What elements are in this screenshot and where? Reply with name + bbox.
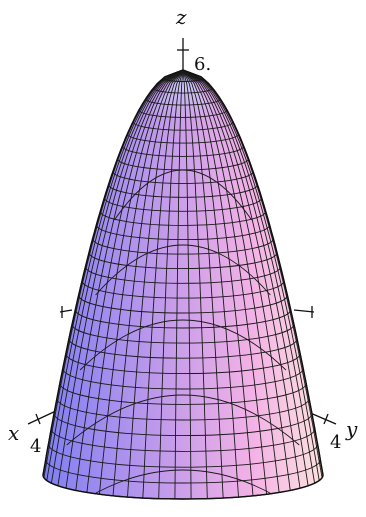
mesh-meridian [182,70,323,478]
mesh-meridian [43,70,184,478]
surface-mesh [43,70,323,499]
mesh-meridian [98,70,184,495]
mesh-meridian [182,70,320,481]
z-tick-label: 6. [194,54,211,75]
mesh-meridian [182,70,224,499]
x-tick-label: 4 [30,436,41,457]
mesh-ring [68,338,298,359]
mesh-ring [65,353,301,375]
mesh-meridian [182,70,316,484]
y-tick-label: 4 [330,432,341,453]
mesh-back-arc [95,244,271,296]
mesh-meridian [142,70,184,499]
mesh-ring [59,383,307,405]
mesh-meridian [182,70,239,498]
x-axis [27,306,73,425]
mesh-ring [50,428,316,452]
mesh-back-arc [79,319,287,371]
mesh-ring [56,398,310,421]
mesh-meridian [182,70,268,495]
mesh-back-arc [66,394,300,446]
mesh-ring [47,444,319,468]
mesh-meridian [182,70,291,491]
mesh-meridian [46,70,184,481]
mesh-meridian [57,70,184,486]
mesh-meridian [158,70,184,499]
mesh-meridian [182,70,301,489]
mesh-back-arc [114,169,252,221]
mesh-ring [62,368,304,390]
mesh-meridian [65,70,184,489]
mesh-meridian [182,70,309,486]
z-axis-label: z [175,5,187,29]
mesh-ring [53,413,313,437]
surface-highlight [151,70,215,119]
y-axis-label: y [345,417,358,441]
x-axis-label: x [8,421,19,445]
mesh-ring [145,98,221,106]
mesh-meridian [75,70,184,491]
mesh-ring [132,121,234,131]
mesh-ring [153,87,213,94]
mesh-meridian [50,70,184,484]
mesh-ring [45,459,321,484]
mesh-meridian [127,70,184,498]
mesh-meridian [112,70,184,496]
mesh-meridian [182,70,254,496]
z-axis [177,38,189,70]
mesh-meridian [182,70,192,499]
surface-outline [42,69,324,500]
mesh-meridian [182,70,208,499]
mesh-meridian [174,70,184,499]
